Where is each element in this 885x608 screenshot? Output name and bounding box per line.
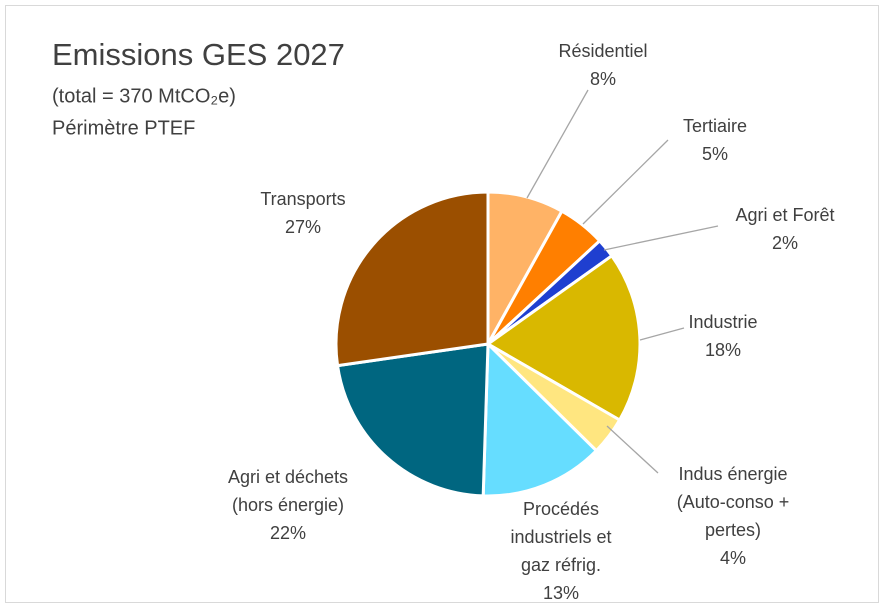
slice-value-label: 13% bbox=[543, 583, 579, 603]
chart-title: Emissions GES 2027 bbox=[52, 37, 345, 72]
pie-slice bbox=[335, 342, 490, 498]
leader-line bbox=[526, 89, 589, 199]
slice-label: Agri et Forêt bbox=[735, 205, 834, 225]
slice-label: industriels et bbox=[510, 527, 611, 547]
slice-value-label: 27% bbox=[285, 217, 321, 237]
leader-line bbox=[639, 327, 685, 341]
slice-label: Transports bbox=[260, 189, 345, 209]
pie-slice bbox=[334, 190, 490, 368]
slice-value-label: 18% bbox=[705, 340, 741, 360]
leader-line bbox=[606, 425, 659, 474]
chart-subtitle: Périmètre PTEF bbox=[52, 117, 195, 139]
slice-label: gaz réfrig. bbox=[521, 555, 601, 575]
slice-value-label: 8% bbox=[590, 69, 616, 89]
leader-line bbox=[582, 139, 669, 225]
slice-label: Procédés bbox=[523, 499, 599, 519]
slice-value-label: 5% bbox=[702, 144, 728, 164]
slice-label: Résidentiel bbox=[558, 41, 647, 61]
slice-value-label: 4% bbox=[720, 548, 746, 568]
slice-label: Indus énergie bbox=[678, 464, 787, 484]
chart-subtitle: (total = 370 MtCO₂e) bbox=[52, 85, 236, 107]
pie-slice bbox=[481, 340, 599, 498]
slice-label: Agri et déchets bbox=[228, 467, 348, 487]
slice-value-label: 22% bbox=[270, 523, 306, 543]
slice-label: Industrie bbox=[688, 312, 757, 332]
slice-value-label: 2% bbox=[772, 233, 798, 253]
slice-label: pertes) bbox=[705, 520, 761, 540]
slice-label: Tertiaire bbox=[683, 116, 747, 136]
slice-label: (Auto-conso + bbox=[677, 492, 790, 512]
pie-slice bbox=[485, 253, 642, 423]
leader-line bbox=[603, 225, 719, 251]
slice-label: (hors énergie) bbox=[232, 495, 344, 515]
